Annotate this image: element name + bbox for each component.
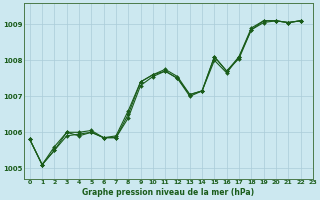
X-axis label: Graphe pression niveau de la mer (hPa): Graphe pression niveau de la mer (hPa) (82, 188, 254, 197)
